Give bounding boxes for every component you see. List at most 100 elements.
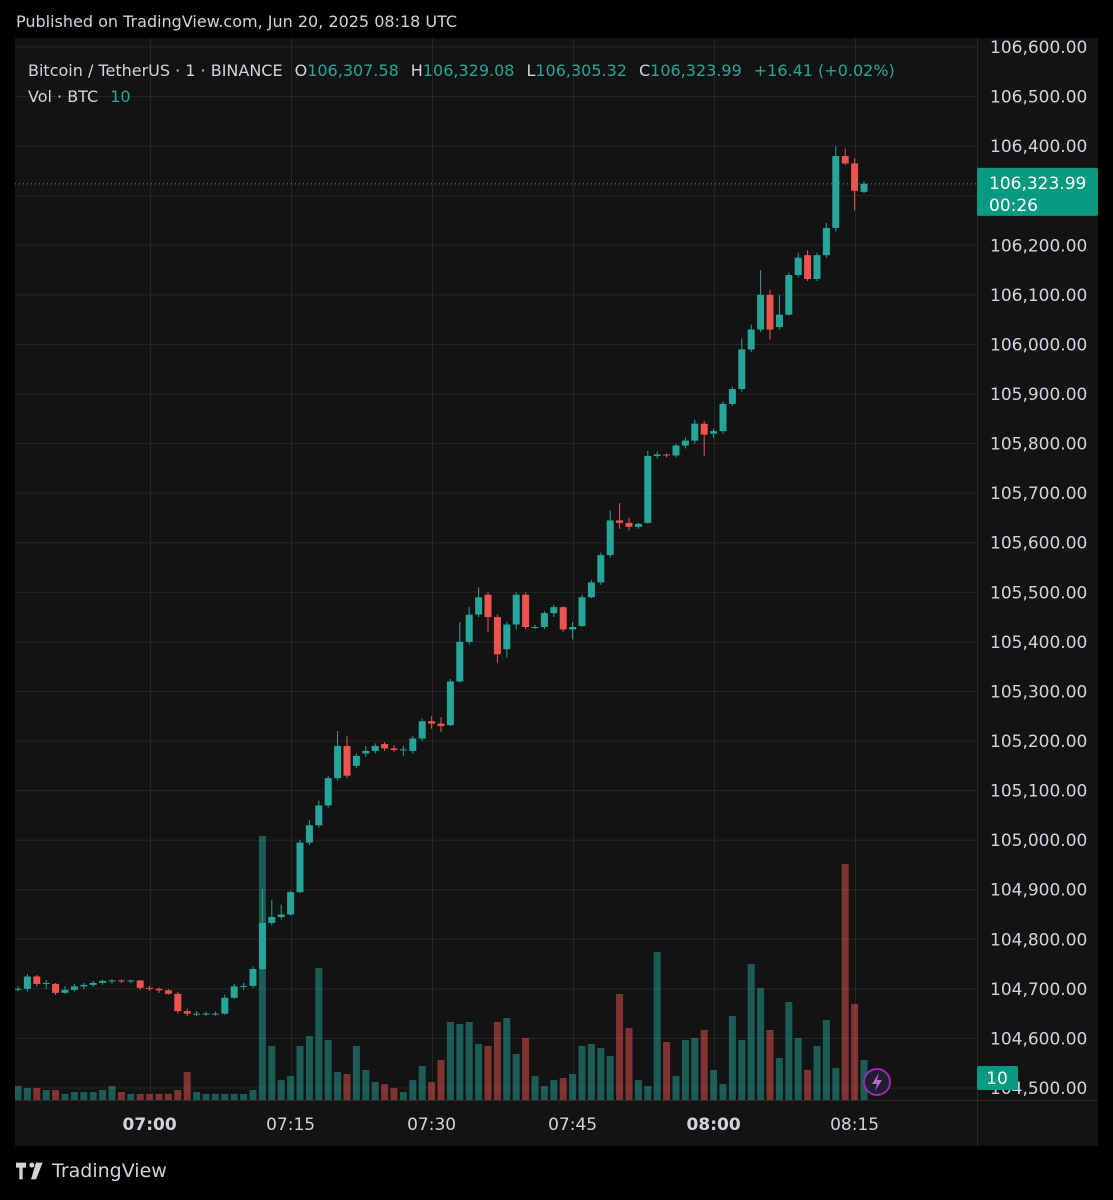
candlestick-chart[interactable]: 104,500.00104,600.00104,700.00104,800.00… <box>15 38 1098 1146</box>
volume-bar <box>597 1048 605 1100</box>
candle-body <box>305 825 313 843</box>
candle-body <box>221 997 229 1014</box>
volume-bar <box>409 1080 417 1100</box>
close-value: 106,323.99 <box>650 60 742 80</box>
candle-body <box>428 721 436 724</box>
volume-bar <box>644 1086 652 1100</box>
volume-bar <box>371 1082 379 1100</box>
volume-bar <box>296 1046 304 1100</box>
volume-bar <box>606 1056 614 1100</box>
open-value: 106,307.58 <box>307 60 399 80</box>
candle-body <box>522 594 530 627</box>
volume-bar <box>700 1030 708 1100</box>
tradingview-logo[interactable]: TradingView <box>16 1160 167 1182</box>
candle-body <box>352 755 360 766</box>
current-price-tag[interactable] <box>977 167 1098 216</box>
candle-body <box>766 294 774 330</box>
candle-body <box>663 454 671 456</box>
time-tick-label: 07:45 <box>548 1115 597 1135</box>
time-tick-label: 08:15 <box>830 1115 879 1135</box>
lightning-icon-bolt <box>872 1073 882 1091</box>
volume-tag-text: 10 <box>986 1069 1008 1089</box>
candle-body <box>409 738 417 751</box>
volume-bar <box>277 1080 285 1100</box>
candle-body <box>315 805 323 826</box>
volume-bar <box>757 988 765 1100</box>
volume-bar <box>127 1094 135 1100</box>
volume-bar <box>484 1046 492 1100</box>
volume-bar <box>305 1036 313 1100</box>
candle-body <box>625 522 633 527</box>
volume-label[interactable]: Vol · BTC <box>28 86 99 106</box>
candle-body <box>418 721 426 739</box>
candle-body <box>258 922 266 970</box>
volume-bar <box>108 1086 116 1100</box>
tradingview-logo-icon <box>16 1162 43 1180</box>
volume-bar <box>268 1046 276 1100</box>
volume-bar <box>33 1088 41 1100</box>
candle-body <box>493 617 501 655</box>
volume-bar <box>503 1018 511 1100</box>
volume-bar <box>813 1046 821 1100</box>
volume-bar <box>437 1060 445 1100</box>
volume-bar <box>428 1082 436 1100</box>
candle-body <box>155 988 163 991</box>
candle-body <box>52 983 60 993</box>
candle-body <box>550 607 558 614</box>
volume-bar <box>522 1038 530 1100</box>
volume-bar <box>559 1078 567 1100</box>
time-tick-label: 08:00 <box>687 1115 741 1135</box>
volume-bar <box>211 1094 219 1100</box>
candle-body <box>587 582 595 598</box>
axes: 104,500.00104,600.00104,700.00104,800.00… <box>15 38 1098 1146</box>
candle-body <box>775 314 783 328</box>
volume-bar <box>202 1094 210 1100</box>
symbol-name[interactable]: Bitcoin / TetherUS · 1 · BINANCE <box>28 60 283 80</box>
candle-body <box>136 980 144 988</box>
volume-bar <box>653 952 661 1100</box>
volume-bar <box>569 1074 577 1100</box>
candle-body <box>268 916 276 923</box>
price-tick-label: 106,400.00 <box>990 137 1087 157</box>
price-tick-label: 105,100.00 <box>990 782 1087 802</box>
candle-body <box>230 986 238 998</box>
candle-body <box>61 989 69 993</box>
open-label: O <box>294 60 308 80</box>
countdown-text: 00:26 <box>989 196 1038 216</box>
volume-bar <box>785 1002 793 1100</box>
volume-bar <box>362 1070 370 1100</box>
volume-bar <box>61 1094 69 1100</box>
volume-bar <box>418 1066 426 1100</box>
volume-bar <box>399 1092 407 1100</box>
current-price-text: 106,323.99 <box>989 174 1086 194</box>
candle-body <box>334 745 342 779</box>
volume-bar <box>315 968 323 1100</box>
change-value: +16.41 (+0.02%) <box>753 60 895 80</box>
price-tick-label: 105,800.00 <box>990 435 1087 455</box>
candle-body <box>691 423 699 441</box>
volume-bar <box>738 1040 746 1100</box>
volume-bar <box>766 1030 774 1100</box>
volume-bar <box>691 1038 699 1100</box>
price-tick-label: 104,900.00 <box>990 881 1087 901</box>
chart-panel[interactable]: 104,500.00 104,600.00 104,700.00 104,800.00… <box>15 38 1098 1146</box>
volume-bar <box>183 1072 191 1100</box>
candle-body <box>390 748 398 750</box>
volume-bar <box>841 864 849 1100</box>
candle-body <box>211 1013 219 1015</box>
candle-body <box>653 454 661 456</box>
volume-bar <box>70 1092 78 1100</box>
candle-body <box>15 988 22 990</box>
candle-body <box>559 607 567 630</box>
candle-body <box>240 985 248 987</box>
lightning-icon[interactable] <box>863 1068 891 1096</box>
high-label: H <box>410 60 423 80</box>
candle-body <box>475 597 483 615</box>
candle-body <box>456 641 464 682</box>
candle-body <box>202 1013 210 1015</box>
volume-bar <box>587 1044 595 1100</box>
volume-bar <box>155 1094 163 1100</box>
candle-body <box>634 523 642 527</box>
candle-body <box>42 982 50 984</box>
volume-bar <box>164 1094 172 1100</box>
